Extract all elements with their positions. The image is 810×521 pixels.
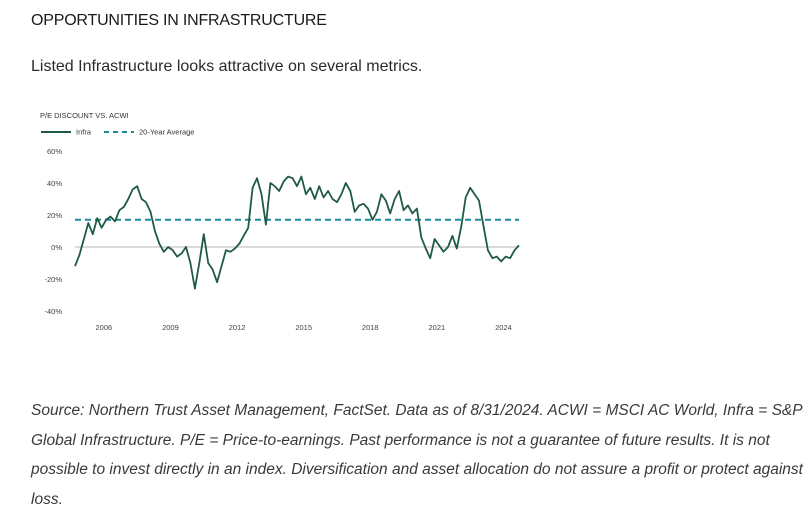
x-tick-label: 2015	[295, 323, 312, 332]
plot-area	[74, 175, 520, 290]
series-line-infra	[74, 175, 520, 290]
page-title: OPPORTUNITIES IN INFRASTRUCTURE	[31, 12, 327, 29]
source-footnote: Source: Northern Trust Asset Management,…	[31, 402, 803, 508]
x-tick-label: 2012	[229, 323, 246, 332]
x-axis: 2006 2009 2012 2015 2018 2021 2024	[96, 323, 512, 332]
y-tick-label: -20%	[44, 275, 62, 284]
legend-average-label: 20-Year Average	[139, 128, 194, 137]
chart-container: P/E DISCOUNT VS. ACWI Infra 20-Year Aver…	[0, 100, 810, 350]
x-tick-label: 2018	[362, 323, 379, 332]
y-axis: 60% 40% 20% 0% -20% -40%	[44, 147, 62, 316]
y-tick-label: 60%	[47, 147, 62, 156]
chart-title: P/E DISCOUNT VS. ACWI	[40, 111, 129, 120]
x-tick-label: 2006	[96, 323, 113, 332]
x-tick-label: 2024	[495, 323, 512, 332]
y-tick-label: 40%	[47, 179, 62, 188]
y-tick-label: 0%	[51, 243, 62, 252]
y-tick-label: 20%	[47, 211, 62, 220]
x-tick-label: 2009	[162, 323, 179, 332]
page-subtitle: Listed Infrastructure looks attractive o…	[31, 58, 423, 75]
y-tick-label: -40%	[44, 307, 62, 316]
chart-legend: Infra 20-Year Average	[41, 128, 194, 137]
line-chart: P/E DISCOUNT VS. ACWI Infra 20-Year Aver…	[40, 111, 520, 332]
x-tick-label: 2021	[429, 323, 446, 332]
legend-infra-label: Infra	[76, 128, 92, 137]
